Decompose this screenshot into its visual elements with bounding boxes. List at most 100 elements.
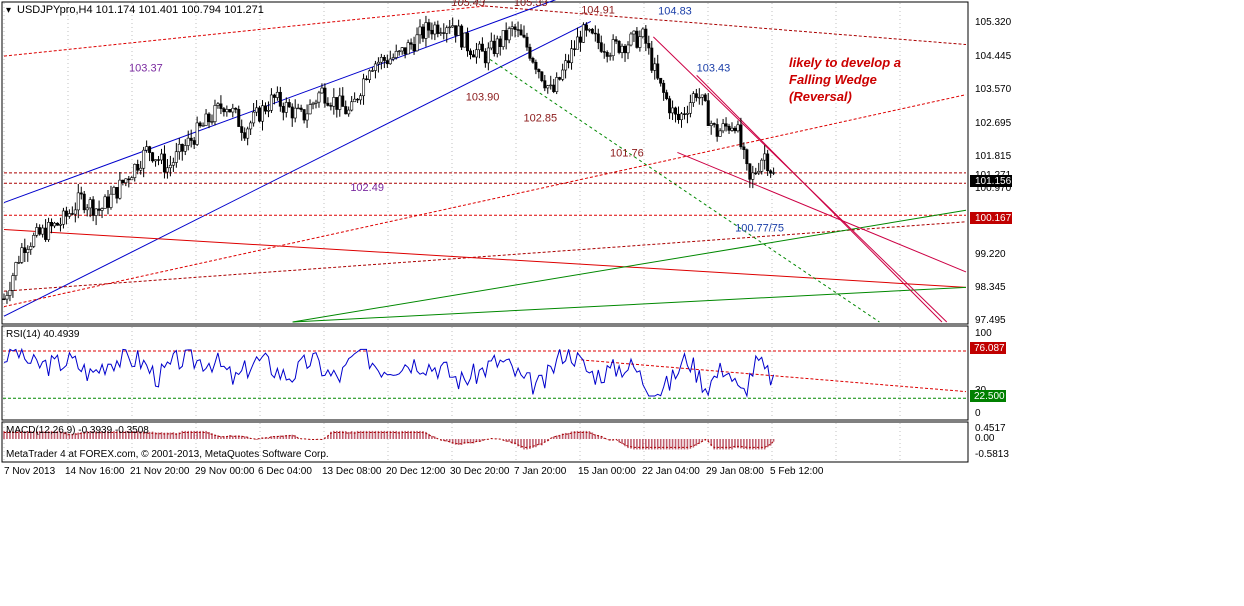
- rsi-upper-box: [970, 342, 1006, 354]
- candle-body: [424, 22, 428, 39]
- candle-body: [326, 102, 330, 106]
- candle-body: [362, 78, 366, 97]
- candle-body: [255, 107, 259, 113]
- candle-body: [94, 208, 98, 216]
- candle-body: [391, 57, 395, 60]
- candle-body: [347, 109, 351, 115]
- candle-body: [537, 69, 541, 73]
- candle-body: [590, 28, 594, 34]
- current-price-label: 101.156: [975, 176, 1012, 187]
- candle-body: [498, 38, 502, 47]
- candle-body: [136, 163, 140, 171]
- candle-body: [754, 172, 758, 174]
- candle-body: [222, 108, 226, 113]
- candle-body: [495, 38, 499, 54]
- candle-body: [14, 262, 18, 276]
- candle-body: [602, 51, 606, 53]
- candle-body: [29, 246, 33, 250]
- price-tick: 100.970: [975, 183, 1012, 194]
- price-labels: 105.43 105.33 104.91 104.83 103.37 103.43 103.…: [129, 0, 784, 234]
- candle-body: [549, 84, 553, 87]
- candle-body: [382, 57, 386, 61]
- symbol-icon: ▾: [6, 5, 11, 16]
- price-label: 105.43: [451, 0, 486, 9]
- candle-body: [611, 39, 615, 56]
- candle-body: [261, 105, 265, 122]
- candle-body: [70, 213, 74, 215]
- candle-body: [171, 162, 175, 166]
- rsi-upper-label: 76.087: [974, 343, 1005, 354]
- candle-body: [154, 159, 158, 162]
- candle-body: [451, 25, 455, 28]
- candle-body: [290, 106, 294, 119]
- candle-body: [489, 40, 493, 49]
- candle-body: [445, 27, 449, 34]
- declining-red-line: [3, 229, 967, 288]
- price-label: 104.83: [658, 5, 692, 17]
- candle-body: [269, 94, 273, 111]
- candle-body: [385, 60, 389, 65]
- candle-body: [130, 177, 134, 181]
- time-tick: 15 Jan 00:00: [578, 466, 636, 477]
- candle-body: [712, 123, 716, 125]
- candle-body: [246, 128, 250, 139]
- candle-body: [564, 60, 568, 71]
- candle-body: [534, 61, 538, 70]
- candle-body: [439, 32, 443, 34]
- candle-body: [299, 107, 303, 110]
- candle-body: [82, 193, 86, 211]
- candle-body: [632, 30, 636, 35]
- candle-body: [394, 50, 398, 58]
- candle-body: [546, 85, 550, 89]
- channel-lower-line: [3, 20, 592, 317]
- candle-body: [50, 222, 54, 227]
- rsi-label: RSI(14) 40.4939: [6, 329, 80, 340]
- candle-body: [240, 126, 244, 133]
- candle-body: [35, 227, 39, 236]
- candle-body: [596, 33, 600, 43]
- candle-body: [278, 91, 282, 107]
- candle-body: [225, 109, 229, 113]
- candle-body: [397, 50, 401, 53]
- price-tick: 102.695: [975, 118, 1012, 129]
- candle-body: [20, 247, 24, 263]
- candle-body: [115, 187, 119, 199]
- candle-body: [213, 105, 217, 122]
- candle-body: [682, 113, 686, 115]
- candle-body: [516, 29, 520, 31]
- candle-body: [133, 163, 137, 178]
- candle-body: [605, 52, 609, 57]
- candle-body: [540, 71, 544, 81]
- candle-body: [195, 122, 199, 145]
- candle-body: [697, 96, 701, 99]
- price-label: 104.91: [581, 5, 615, 17]
- candle-body: [26, 249, 30, 253]
- candle-body: [237, 109, 241, 127]
- candle-body: [168, 164, 172, 169]
- candle-body: [109, 193, 113, 208]
- macd-label: MACD(12,26,9) -0.3939 -0.3508: [6, 425, 149, 436]
- candle-body: [365, 78, 369, 80]
- candle-body: [653, 63, 657, 71]
- price-axis: 105.320 104.445 103.570 102.695 101.815 …: [975, 17, 1012, 326]
- candle-body: [617, 40, 621, 53]
- candle-body: [433, 24, 437, 35]
- symbol-header: USDJPYpro,H4 101.174 101.401 100.794 101…: [17, 4, 264, 16]
- copyright: MetaTrader 4 at FOREX.com, © 2001-2013, …: [6, 449, 329, 460]
- candle-body: [519, 29, 523, 36]
- candle-body: [736, 124, 740, 132]
- candle-body: [376, 61, 380, 65]
- price-tick: 104.445: [975, 51, 1012, 62]
- candle-body: [766, 153, 770, 172]
- candle-body: [620, 45, 624, 53]
- rsi-trend-line: [581, 359, 967, 393]
- candle-body: [5, 295, 9, 300]
- candle-body: [685, 112, 689, 115]
- candle-body: [492, 40, 496, 54]
- candle-body: [457, 25, 461, 36]
- candle-body: [724, 123, 728, 127]
- candle-body: [58, 223, 62, 226]
- macd-tick: 0.4517: [975, 423, 1006, 434]
- candle-body: [272, 94, 276, 98]
- candle-body: [403, 47, 407, 55]
